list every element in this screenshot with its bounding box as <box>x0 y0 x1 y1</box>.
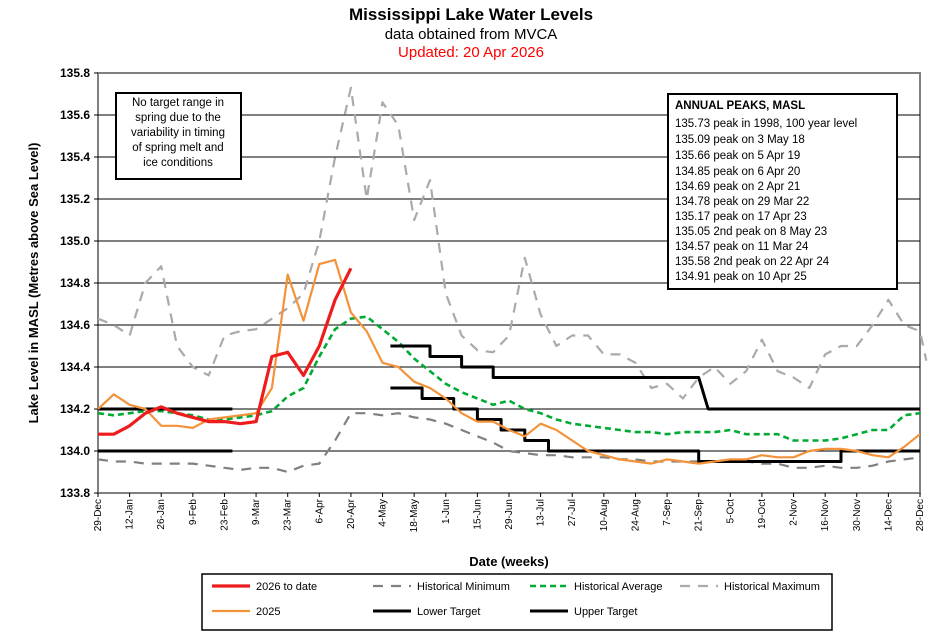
y-tick-label: 134.8 <box>60 276 90 290</box>
x-tick-label: 21-Sep <box>694 499 705 532</box>
spring-note-box: No target range in spring due to the var… <box>115 92 242 180</box>
chart-updated: Updated: 20 Apr 2026 <box>398 44 544 61</box>
x-tick-label: 30-Nov <box>852 499 863 531</box>
chart-subtitle: data obtained from MVCA <box>385 26 558 43</box>
x-tick-label: 18-May <box>409 499 420 532</box>
legend-label: Lower Target <box>417 606 480 618</box>
y-tick-label: 133.8 <box>60 486 90 500</box>
x-tick-label: 27-Jul <box>567 499 578 526</box>
y-tick-label: 134.4 <box>60 360 90 374</box>
x-tick-label: 26-Jan <box>156 499 167 530</box>
note-line: No target range in <box>132 97 224 109</box>
x-tick-label: 29-Dec <box>93 499 104 531</box>
x-axis-label: Date (weeks) <box>469 554 548 569</box>
note-line: ice conditions <box>143 157 213 169</box>
x-tick-label: 15-Jun <box>472 499 483 530</box>
peak-entry: 135.05 2nd peak on 8 May 23 <box>675 226 827 238</box>
note-line: variability in timing <box>131 127 225 139</box>
peak-entry: 135.17 peak on 17 Apr 23 <box>675 211 807 223</box>
x-tick-label: 6-Apr <box>314 498 325 523</box>
peak-entry: 134.78 peak on 29 Mar 22 <box>675 196 809 208</box>
series-upper-target <box>390 344 920 411</box>
y-tick-label: 134.0 <box>60 444 90 458</box>
note-line: spring due to the <box>135 112 221 124</box>
x-tick-label: 13-Jul <box>536 499 547 526</box>
peak-entry: 135.58 2nd peak on 22 Apr 24 <box>675 256 830 268</box>
annual-peaks-box: ANNUAL PEAKS, MASL 135.73 peak in 1998, … <box>667 93 898 290</box>
y-tick-label: 135.0 <box>60 234 90 248</box>
x-tick-label: 9-Mar <box>251 498 262 525</box>
x-tick-label: 19-Oct <box>757 499 768 529</box>
peak-entry: 134.57 peak on 11 Mar 24 <box>675 241 809 253</box>
y-tick-label: 134.2 <box>60 402 90 416</box>
peak-entry: 135.73 peak in 1998, 100 year level <box>675 118 857 130</box>
series-2026-to-date <box>98 267 353 436</box>
x-tick-label: 10-Aug <box>599 499 610 531</box>
y-tick-label: 135.6 <box>60 108 90 122</box>
chart-title: Mississippi Lake Water Levels <box>349 5 593 24</box>
y-tick-label: 134.6 <box>60 318 90 332</box>
legend-label: Historical Minimum <box>417 581 510 593</box>
y-tick-label: 135.8 <box>60 66 90 80</box>
y-tick-label: 135.2 <box>60 192 90 206</box>
series-historical-minimum <box>97 412 921 474</box>
y-tick-label: 135.4 <box>60 150 90 164</box>
x-tick-label: 1-Jun <box>441 499 452 524</box>
x-tick-label: 28-Dec <box>915 499 926 531</box>
x-tick-label: 23-Feb <box>219 499 230 531</box>
legend-label: Historical Average <box>574 581 662 593</box>
x-tick-label: 4-May <box>378 499 389 527</box>
peaks-title: ANNUAL PEAKS, MASL <box>675 100 805 112</box>
x-tick-label: 9-Feb <box>188 499 199 526</box>
peak-entry: 134.69 peak on 2 Apr 21 <box>675 181 800 193</box>
note-line: of spring melt and <box>132 142 223 154</box>
y-axis-ticks: 133.8 134.0 134.2 134.4 134.6 134.8 135.0 135.2… <box>60 66 98 500</box>
x-tick-label: 5-Oct <box>725 499 736 524</box>
x-tick-label: 12-Jan <box>125 499 136 530</box>
peak-entry: 135.09 peak on 3 May 18 <box>675 134 805 146</box>
x-tick-label: 23-Mar <box>283 498 294 530</box>
series-lines <box>97 86 928 474</box>
legend-label: Historical Maximum <box>724 581 820 593</box>
x-tick-label: 14-Dec <box>883 499 894 531</box>
series-lower-target <box>390 386 920 463</box>
peak-entry: 134.91 peak on 10 Apr 25 <box>675 271 807 283</box>
x-tick-label: 29-Jun <box>504 499 515 530</box>
x-tick-label: 7-Sep <box>662 499 673 526</box>
x-tick-label: 20-Apr <box>346 498 357 529</box>
legend-label: 2025 <box>256 606 280 618</box>
legend-label: 2026 to date <box>256 581 317 593</box>
peak-entry: 134.85 peak on 6 Apr 20 <box>675 166 800 178</box>
x-axis-ticks: 29-Dec 12-Jan 26-Jan 9-Feb 23-Feb 9-Mar 23-Mar… <box>93 493 926 532</box>
legend-label: Upper Target <box>574 606 637 618</box>
series-2025 <box>97 258 921 465</box>
x-tick-label: 16-Nov <box>820 499 831 531</box>
legend: 2026 to date Historical Minimum Historical… <box>201 573 833 631</box>
x-tick-label: 24-Aug <box>630 499 641 531</box>
peak-entry: 135.66 peak on 5 Apr 19 <box>675 150 800 162</box>
x-tick-label: 2-Nov <box>789 499 800 526</box>
y-axis-label: Lake Level in MASL (Metres above Sea Lev… <box>26 143 41 424</box>
series-historical-maximum <box>97 86 928 400</box>
